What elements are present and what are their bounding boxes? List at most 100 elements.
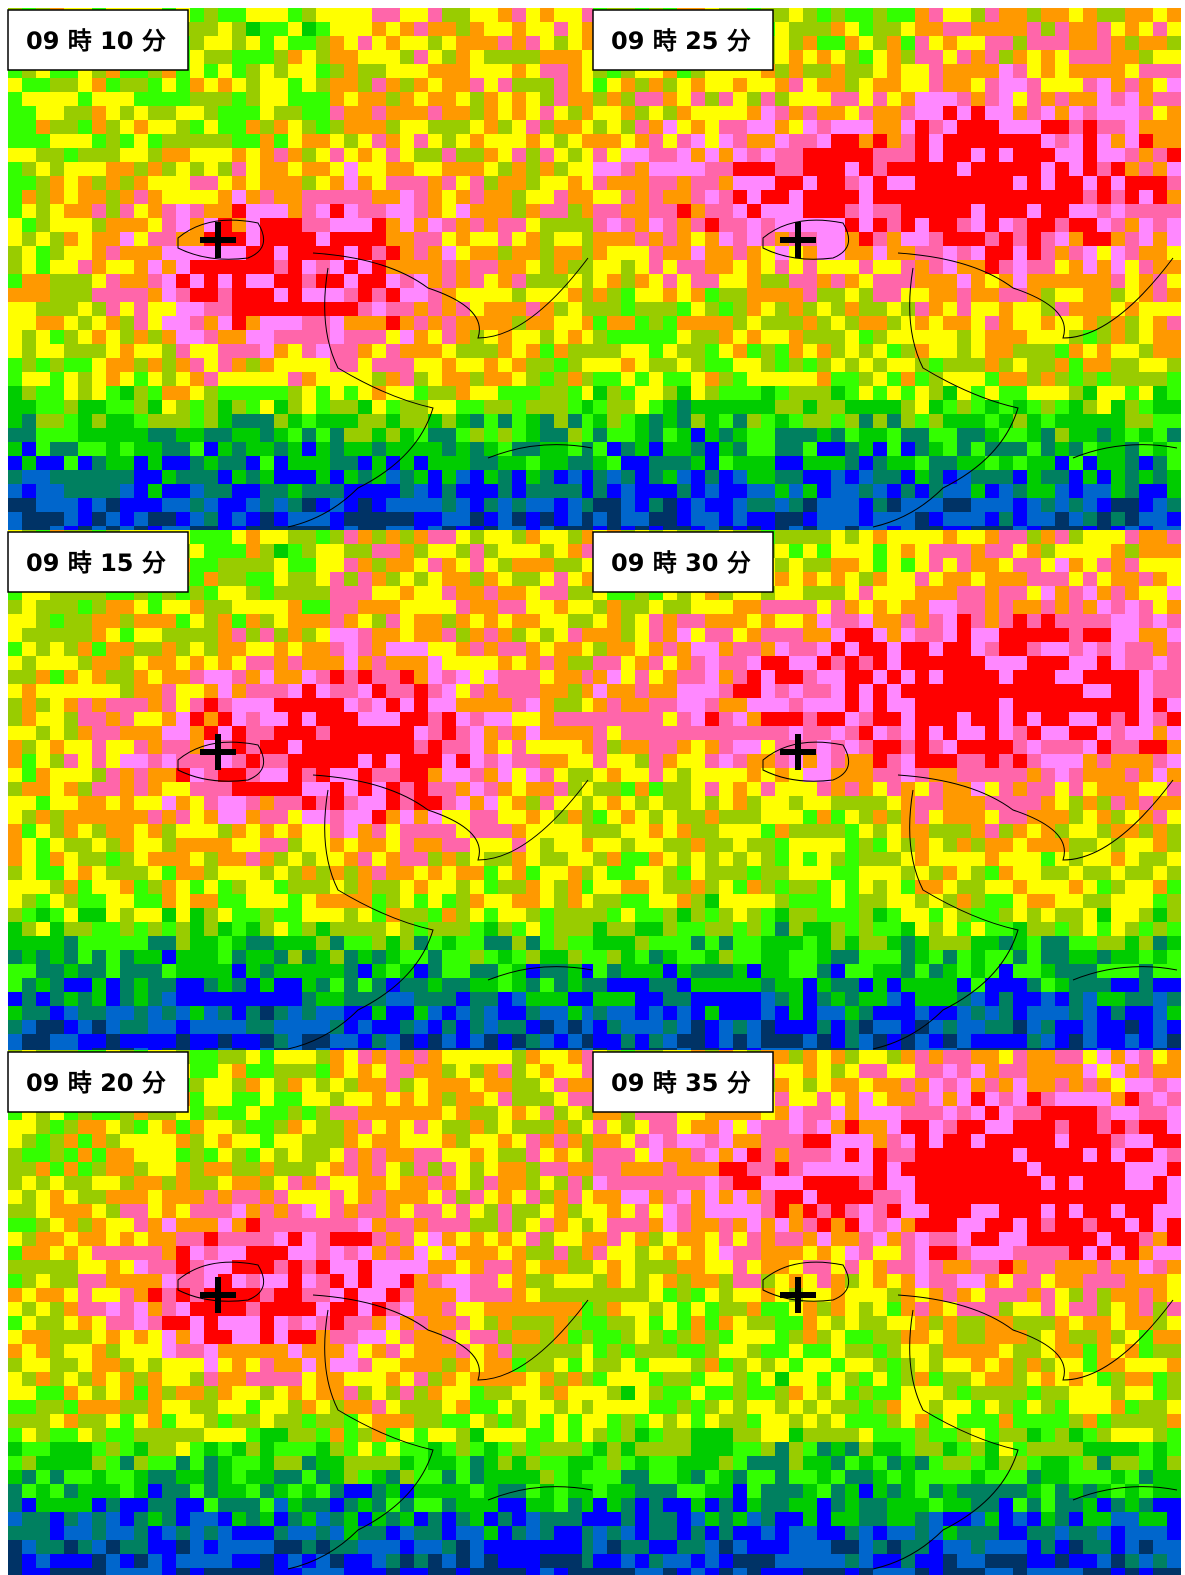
radar-cell bbox=[568, 950, 582, 964]
radar-cell bbox=[120, 796, 134, 810]
radar-cell bbox=[971, 50, 985, 64]
radar-cell bbox=[568, 1400, 582, 1414]
radar-cell bbox=[554, 1372, 568, 1386]
radar-cell bbox=[470, 1020, 484, 1034]
radar-cell bbox=[470, 1050, 484, 1064]
radar-cell bbox=[484, 754, 498, 768]
radar-cell bbox=[582, 78, 596, 92]
radar-cell bbox=[78, 1260, 92, 1274]
radar-cell bbox=[330, 1190, 344, 1204]
radar-cell bbox=[386, 1442, 400, 1456]
radar-cell bbox=[358, 950, 372, 964]
radar-cell bbox=[484, 936, 498, 950]
radar-cell bbox=[400, 1414, 414, 1428]
radar-cell bbox=[330, 372, 344, 386]
radar-cell bbox=[106, 176, 120, 190]
radar-cell bbox=[372, 1274, 386, 1288]
radar-cell bbox=[498, 442, 512, 456]
radar-cell bbox=[484, 1176, 498, 1190]
radar-cell bbox=[78, 1006, 92, 1020]
radar-cell bbox=[120, 726, 134, 740]
radar-cell bbox=[64, 92, 78, 106]
radar-cell bbox=[386, 544, 400, 558]
radar-cell bbox=[540, 1400, 554, 1414]
radar-cell bbox=[456, 1134, 470, 1148]
radar-cell bbox=[386, 344, 400, 358]
radar-cell bbox=[498, 246, 512, 260]
radar-cell bbox=[526, 470, 540, 484]
radar-cell bbox=[456, 754, 470, 768]
radar-cell bbox=[162, 782, 176, 796]
radar-cell bbox=[260, 1162, 274, 1176]
radar-cell bbox=[512, 642, 526, 656]
radar-cell bbox=[260, 1106, 274, 1120]
radar-cell bbox=[78, 92, 92, 106]
radar-cell bbox=[400, 456, 414, 470]
radar-cell bbox=[36, 1554, 50, 1568]
radar-cell bbox=[302, 1302, 316, 1316]
radar-cell bbox=[512, 8, 526, 22]
radar-cell bbox=[232, 1064, 246, 1078]
radar-cell bbox=[50, 1484, 64, 1498]
radar-cell bbox=[218, 838, 232, 852]
radar-cell bbox=[204, 1302, 218, 1316]
radar-cell bbox=[859, 36, 873, 50]
radar-cell bbox=[470, 1232, 484, 1246]
radar-cell bbox=[512, 330, 526, 344]
radar-cell bbox=[428, 190, 442, 204]
radar-cell bbox=[372, 1386, 386, 1400]
radar-cell bbox=[120, 1120, 134, 1134]
radar-cell bbox=[176, 78, 190, 92]
radar-cell bbox=[400, 880, 414, 894]
radar-cell bbox=[302, 824, 316, 838]
radar-cell bbox=[386, 894, 400, 908]
radar-cell bbox=[64, 1428, 78, 1442]
radar-cell bbox=[470, 64, 484, 78]
radar-cell bbox=[442, 8, 456, 22]
radar-cell bbox=[498, 1400, 512, 1414]
radar-cell bbox=[302, 512, 316, 526]
radar-cell bbox=[106, 204, 120, 218]
radar-cell bbox=[316, 8, 330, 22]
radar-cell bbox=[246, 36, 260, 50]
radar-cell bbox=[526, 586, 540, 600]
radar-cell bbox=[316, 1456, 330, 1470]
radar-cell bbox=[176, 162, 190, 176]
radar-cell bbox=[568, 1218, 582, 1232]
radar-cell bbox=[358, 1120, 372, 1134]
radar-cell bbox=[358, 1162, 372, 1176]
radar-cell bbox=[50, 1190, 64, 1204]
radar-cell bbox=[484, 22, 498, 36]
radar-cell bbox=[204, 852, 218, 866]
radar-cell bbox=[134, 1540, 148, 1554]
radar-cell bbox=[358, 1358, 372, 1372]
radar-cell bbox=[316, 964, 330, 978]
radar-cell bbox=[176, 740, 190, 754]
radar-cell bbox=[274, 1050, 288, 1064]
radar-cell bbox=[400, 246, 414, 260]
radar-cell bbox=[36, 1456, 50, 1470]
radar-cell bbox=[554, 1330, 568, 1344]
radar-cell bbox=[554, 1260, 568, 1274]
radar-cell bbox=[428, 1568, 442, 1575]
radar-cell bbox=[582, 148, 596, 162]
radar-cell bbox=[358, 1092, 372, 1106]
radar-cell bbox=[162, 372, 176, 386]
radar-cell bbox=[232, 1386, 246, 1400]
radar-cell bbox=[1013, 22, 1027, 36]
radar-cell bbox=[288, 754, 302, 768]
radar-cell bbox=[232, 78, 246, 92]
radar-cell bbox=[302, 600, 316, 614]
radar-cell bbox=[540, 1148, 554, 1162]
radar-cell bbox=[400, 176, 414, 190]
radar-cell bbox=[246, 400, 260, 414]
radar-cell bbox=[218, 428, 232, 442]
radar-cell bbox=[386, 470, 400, 484]
radar-cell bbox=[120, 600, 134, 614]
radar-cell bbox=[456, 1246, 470, 1260]
radar-cell bbox=[442, 274, 456, 288]
radar-cell bbox=[232, 344, 246, 358]
radar-cell bbox=[190, 8, 204, 22]
radar-cell bbox=[428, 1526, 442, 1540]
radar-cell bbox=[232, 978, 246, 992]
